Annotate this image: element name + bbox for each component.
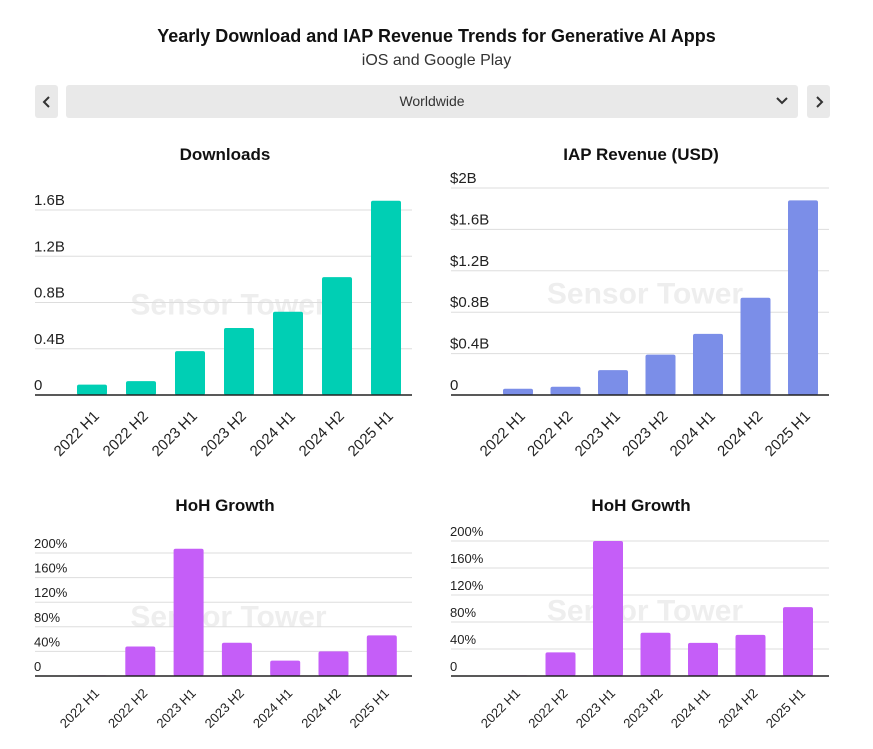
y-tick-label: 0.8B	[34, 285, 65, 302]
bar-2022-h2	[550, 386, 581, 395]
chart-title: HoH Growth	[175, 496, 274, 515]
x-tick-label: 2023 H1	[153, 686, 198, 731]
chevron-right-icon	[815, 95, 823, 108]
y-tick-label: $2B	[450, 170, 477, 187]
bar-2022-h2	[126, 381, 156, 395]
x-tick-label: 2025 H1	[763, 686, 808, 731]
x-tick-label: 2022 H2	[105, 686, 150, 731]
y-tick-label: 0	[450, 659, 457, 674]
chart-title: IAP Revenue (USD)	[563, 145, 719, 164]
bar-2024-h1	[273, 311, 303, 395]
chevron-left-icon	[42, 95, 50, 108]
chart-title: Downloads	[180, 145, 271, 164]
y-tick-label: $1.6B	[450, 211, 489, 228]
bar-2025-h1	[788, 200, 818, 395]
bar-2022-h1	[77, 384, 107, 395]
page-title: Yearly Download and IAP Revenue Trends f…	[157, 26, 716, 46]
x-tick-label: 2023 H2	[619, 408, 671, 460]
bar-2023-h1	[173, 548, 204, 676]
bar-2023-h2	[221, 642, 252, 676]
x-tick-label: 2022 H1	[57, 686, 102, 731]
bar-2024-h2	[740, 297, 771, 395]
x-tick-label: 2023 H2	[198, 408, 250, 460]
region-selected-value: Worldwide	[399, 93, 465, 109]
y-tick-label: 0	[34, 659, 41, 674]
bar-2024-h2	[322, 277, 352, 395]
x-tick-label: 2023 H1	[149, 408, 201, 460]
y-tick-label: 0	[450, 377, 458, 394]
x-tick-label: 2025 H1	[347, 686, 392, 731]
y-tick-label: 1.2B	[34, 238, 65, 255]
x-tick-label: 2023 H2	[620, 686, 665, 731]
y-tick-label: $0.4B	[450, 336, 489, 353]
y-tick-label: $0.8B	[450, 294, 489, 311]
bar-2023-h1	[175, 351, 205, 395]
y-tick-label: 40%	[34, 634, 60, 649]
x-tick-label: 2024 H1	[668, 686, 713, 731]
y-tick-label: $1.2B	[450, 253, 489, 270]
prev-region-button[interactable]	[35, 85, 58, 118]
bar-2022-h2	[545, 652, 576, 676]
y-tick-label: 0.4B	[34, 331, 65, 348]
x-tick-label: 2024 H2	[298, 686, 343, 731]
x-tick-label: 2025 H1	[345, 408, 397, 460]
y-tick-label: 120%	[450, 578, 484, 593]
region-dropdown[interactable]: Worldwide	[66, 85, 798, 118]
y-tick-label: 80%	[450, 605, 476, 620]
y-tick-label: 1.6B	[34, 192, 65, 209]
y-tick-label: 160%	[450, 551, 484, 566]
bar-2023-h2	[224, 327, 254, 395]
y-tick-label: 40%	[450, 632, 476, 647]
x-tick-label: 2023 H1	[572, 408, 624, 460]
bar-2024-h1	[688, 642, 718, 676]
bar-2022-h1	[503, 388, 533, 395]
bar-2025-h1	[371, 200, 401, 395]
x-tick-label: 2024 H1	[247, 408, 299, 460]
bar-2023-h1	[593, 541, 623, 676]
x-tick-label: 2024 H2	[714, 408, 766, 460]
bar-2023-h1	[598, 370, 628, 395]
x-tick-label: 2024 H2	[715, 686, 760, 731]
y-tick-label: 200%	[450, 524, 484, 539]
x-tick-label: 2022 H2	[100, 408, 152, 460]
watermark-text: Sensor Tower	[130, 601, 326, 634]
bar-2023-h2	[640, 632, 671, 676]
x-tick-label: 2022 H1	[478, 686, 523, 731]
x-tick-label: 2022 H2	[524, 408, 576, 460]
x-tick-label: 2022 H2	[525, 686, 570, 731]
x-tick-label: 2024 H1	[667, 408, 719, 460]
y-tick-label: 0	[34, 377, 42, 394]
y-tick-label: 80%	[34, 610, 60, 625]
chart-title: HoH Growth	[591, 496, 690, 515]
x-tick-label: 2024 H1	[250, 686, 295, 731]
watermark-text: Sensor Tower	[547, 278, 743, 311]
bar-2023-h2	[645, 354, 676, 395]
bar-2024-h1	[693, 333, 723, 395]
bar-2022-h2	[125, 646, 156, 676]
bar-2024-h2	[318, 651, 349, 676]
x-tick-label: 2025 H1	[762, 408, 814, 460]
watermark-text: Sensor Tower	[547, 595, 743, 628]
y-tick-label: 120%	[34, 585, 68, 600]
y-tick-label: 160%	[34, 561, 68, 576]
chevron-down-icon	[776, 97, 788, 105]
bar-2025-h1	[366, 635, 397, 676]
x-tick-label: 2022 H1	[51, 408, 103, 460]
bar-2024-h2	[735, 634, 766, 676]
x-tick-label: 2023 H2	[202, 686, 247, 731]
page-subtitle: iOS and Google Play	[361, 52, 512, 69]
y-tick-label: 200%	[34, 536, 68, 551]
bar-2024-h1	[270, 660, 301, 676]
x-tick-label: 2022 H1	[477, 408, 529, 460]
next-region-button[interactable]	[807, 85, 830, 118]
x-tick-label: 2023 H1	[573, 686, 618, 731]
x-tick-label: 2024 H2	[296, 408, 348, 460]
bar-2025-h1	[783, 607, 813, 676]
